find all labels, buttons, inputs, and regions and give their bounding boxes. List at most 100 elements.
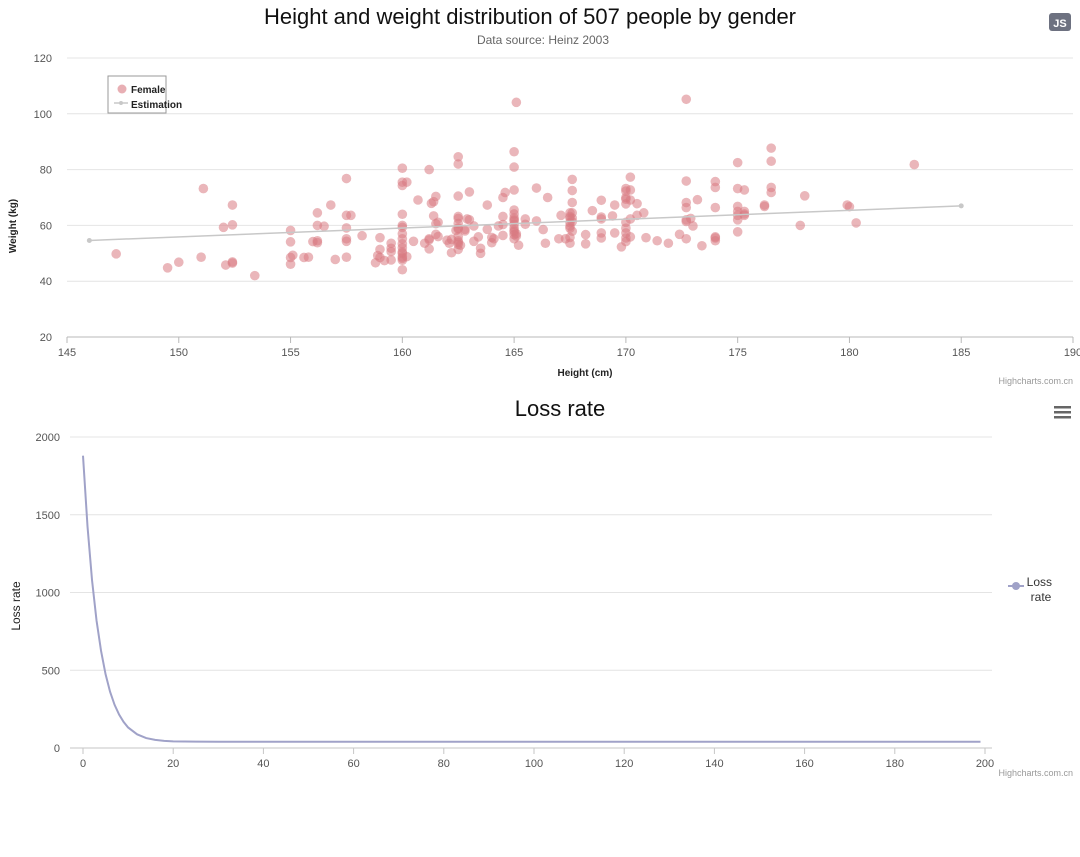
scatter-credit[interactable]: Highcharts.com.cn	[998, 376, 1073, 386]
female-point[interactable]	[249, 270, 260, 281]
female-point[interactable]	[498, 230, 508, 241]
female-point[interactable]	[375, 244, 385, 255]
female-point[interactable]	[567, 226, 578, 237]
js-button[interactable]: JS	[1049, 13, 1071, 31]
female-point[interactable]	[397, 209, 408, 220]
female-point[interactable]	[433, 231, 443, 242]
female-point[interactable]	[173, 257, 184, 268]
female-point[interactable]	[609, 200, 620, 210]
female-point[interactable]	[766, 143, 776, 153]
female-point[interactable]	[538, 224, 548, 235]
female-point[interactable]	[285, 237, 296, 247]
female-point[interactable]	[303, 252, 314, 263]
female-point[interactable]	[413, 195, 423, 205]
female-point[interactable]	[464, 187, 475, 197]
js-button-bg[interactable]	[1049, 13, 1071, 31]
female-point[interactable]	[567, 197, 578, 208]
loss-legend-label-line-2[interactable]: rate	[1031, 590, 1052, 604]
menu-bar-1[interactable]	[1054, 406, 1071, 409]
female-point[interactable]	[397, 163, 408, 174]
female-point[interactable]	[500, 187, 510, 198]
female-point[interactable]	[625, 172, 636, 182]
female-point[interactable]	[625, 185, 636, 195]
loss-credit[interactable]: Highcharts.com.cn	[998, 768, 1073, 778]
female-point[interactable]	[473, 232, 484, 242]
legend-female-marker[interactable]	[117, 84, 127, 94]
female-point[interactable]	[509, 185, 519, 195]
female-point[interactable]	[851, 218, 861, 228]
female-point[interactable]	[739, 185, 750, 195]
female-point[interactable]	[513, 240, 524, 251]
female-point[interactable]	[433, 217, 443, 228]
female-point[interactable]	[681, 233, 692, 244]
female-point[interactable]	[556, 210, 566, 221]
female-point[interactable]	[196, 252, 206, 263]
female-point[interactable]	[681, 176, 692, 186]
female-point[interactable]	[312, 208, 323, 218]
js-button-label[interactable]: JS	[1053, 18, 1066, 30]
female-point[interactable]	[375, 232, 385, 243]
female-point[interactable]	[540, 238, 551, 249]
legend-item-female[interactable]: Female	[117, 84, 166, 97]
female-point[interactable]	[511, 228, 522, 239]
female-point[interactable]	[681, 94, 692, 105]
female-point[interactable]	[542, 192, 553, 203]
female-point[interactable]	[844, 201, 855, 212]
female-point[interactable]	[346, 210, 356, 221]
menu-bar-2[interactable]	[1054, 411, 1071, 414]
female-point[interactable]	[641, 232, 651, 243]
loss-rate-line[interactable]	[82, 455, 981, 743]
female-point[interactable]	[766, 156, 776, 167]
female-point[interactable]	[554, 233, 564, 244]
female-point[interactable]	[482, 224, 493, 235]
female-point[interactable]	[402, 251, 412, 262]
female-point[interactable]	[531, 216, 542, 226]
hamburger-menu-icon[interactable]	[1054, 406, 1071, 419]
legend-estimation-marker[interactable]	[119, 101, 123, 105]
female-point[interactable]	[609, 228, 620, 238]
female-point[interactable]	[732, 201, 743, 212]
female-point[interactable]	[511, 97, 522, 108]
female-point[interactable]	[482, 200, 493, 210]
female-point[interactable]	[688, 221, 698, 231]
female-point[interactable]	[509, 146, 519, 157]
female-point[interactable]	[732, 227, 743, 237]
female-point[interactable]	[607, 211, 618, 221]
female-point[interactable]	[475, 243, 486, 254]
female-point[interactable]	[453, 211, 464, 222]
female-point[interactable]	[596, 228, 607, 238]
female-point[interactable]	[580, 229, 591, 240]
female-point[interactable]	[632, 198, 642, 209]
female-point[interactable]	[531, 183, 542, 193]
female-point[interactable]	[227, 257, 238, 267]
female-point[interactable]	[766, 182, 776, 193]
female-point[interactable]	[663, 238, 674, 249]
estimation-point[interactable]	[958, 203, 964, 209]
female-point[interactable]	[710, 202, 721, 213]
female-point[interactable]	[453, 191, 464, 201]
female-point[interactable]	[341, 173, 352, 184]
female-point[interactable]	[111, 249, 121, 259]
female-point[interactable]	[198, 183, 209, 194]
estimation-line[interactable]	[89, 205, 962, 242]
female-point[interactable]	[218, 222, 229, 233]
female-point[interactable]	[732, 157, 743, 168]
female-point[interactable]	[227, 220, 238, 230]
female-point[interactable]	[330, 254, 341, 265]
female-point[interactable]	[697, 240, 707, 251]
female-point[interactable]	[567, 174, 578, 185]
female-point[interactable]	[319, 221, 329, 232]
loss-legend-item[interactable]: Loss rate	[1008, 575, 1055, 604]
female-point[interactable]	[287, 250, 298, 261]
female-point[interactable]	[431, 191, 441, 202]
female-point[interactable]	[567, 185, 578, 196]
female-point[interactable]	[692, 194, 703, 205]
female-point[interactable]	[285, 259, 296, 269]
female-point[interactable]	[325, 200, 336, 210]
female-point[interactable]	[408, 236, 419, 247]
female-point[interactable]	[625, 232, 636, 242]
female-point[interactable]	[596, 195, 607, 206]
female-point[interactable]	[341, 233, 352, 244]
loss-legend-label-line-1[interactable]: Loss	[1027, 575, 1052, 589]
female-point[interactable]	[341, 252, 352, 263]
